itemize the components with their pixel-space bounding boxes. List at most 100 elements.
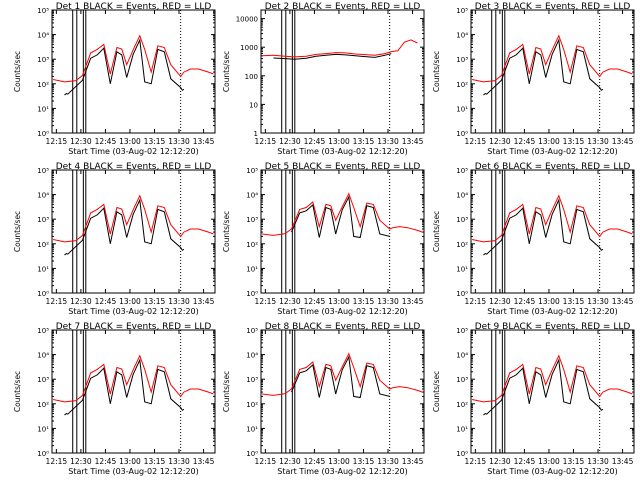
x-tick-label: 12:15 [46, 297, 68, 306]
series-line-events [64, 38, 185, 96]
y-axis-label: Counts/sec [222, 371, 231, 412]
y-tick-label: 10⁴ [37, 32, 49, 40]
x-tick-label: 12:15 [255, 137, 277, 146]
series-line-lld [471, 354, 633, 403]
x-axis-label: Start Time (03-Aug-02 12:12:20) [68, 467, 199, 476]
x-tick-label: 12:30 [70, 137, 92, 146]
y-axis-label: Counts/sec [13, 51, 22, 92]
panel-title: Det 1 BLACK = Events, RED = LLD [56, 2, 212, 12]
x-tick-label: 12:15 [46, 457, 68, 466]
y-tick-label: 10⁰ [37, 290, 49, 298]
x-tick-label: 13:15 [144, 137, 166, 146]
y-tick-label: 10⁵ [246, 167, 258, 175]
x-tick-label: 13:15 [563, 297, 585, 306]
y-tick-label: 10⁰ [246, 290, 258, 298]
series-line-lld [471, 194, 633, 243]
x-tick-label: 12:30 [279, 297, 301, 306]
y-tick-label: 10¹ [456, 265, 468, 273]
y-tick-label: 10² [456, 241, 468, 249]
series-line-events [64, 198, 185, 256]
series-line-events [483, 358, 604, 416]
interval-marker [72, 9, 78, 134]
y-tick-label: 10¹ [246, 425, 258, 433]
x-tick-label: 13:30 [168, 137, 190, 146]
interval-marker [72, 169, 78, 294]
y-tick-label: 10³ [246, 376, 258, 384]
interval-marker [281, 9, 287, 134]
x-tick-label: 13:30 [168, 297, 190, 306]
x-axis-label: Start Time (03-Aug-02 12:12:20) [68, 147, 199, 156]
panel-title: Det 7 BLACK = Events, RED = LLD [56, 322, 212, 332]
panel-det5: Det 5 BLACK = Events, RED = LLD 10⁰ 10¹ 10²… [222, 162, 425, 316]
y-tick-label: 10⁴ [246, 192, 258, 200]
y-tick-label: 10¹ [246, 265, 258, 273]
x-tick-label: 13:45 [612, 457, 634, 466]
y-axis-label: Counts/sec [432, 51, 441, 92]
panel-title: Det 8 BLACK = Events, RED = LLD [265, 322, 421, 332]
interval-marker [281, 169, 287, 294]
plot-frame [260, 9, 425, 134]
x-tick-label: 13:45 [612, 297, 634, 306]
y-tick-label: 10³ [456, 376, 468, 384]
x-tick-label: 12:30 [70, 297, 92, 306]
x-tick-label: 13:15 [353, 137, 375, 146]
interval-marker [291, 169, 296, 294]
panel-title: Det 5 BLACK = Events, RED = LLD [265, 162, 421, 172]
x-tick-label: 13:45 [193, 457, 215, 466]
x-tick-label: 12:30 [279, 137, 301, 146]
y-tick-label: 10⁴ [456, 32, 468, 40]
x-tick-label: 13:00 [328, 137, 350, 146]
y-tick-label: 10⁰ [37, 450, 49, 458]
interval-marker [72, 329, 78, 454]
plot-frame [260, 329, 425, 454]
panel-det6: Det 6 BLACK = Events, RED = LLD 10⁰ 10¹ 10²… [432, 162, 635, 316]
x-tick-label: 13:15 [563, 457, 585, 466]
series-line-lld [262, 352, 423, 396]
x-tick-label: 12:45 [514, 297, 536, 306]
panel-title: Det 4 BLACK = Events, RED = LLD [56, 162, 212, 172]
x-tick-label: 13:00 [538, 457, 560, 466]
y-axis-label: Counts/sec [13, 211, 22, 252]
y-tick-label: 10⁵ [37, 327, 49, 335]
x-tick-label: 13:45 [612, 137, 634, 146]
x-axis-label: Start Time (03-Aug-02 12:12:20) [487, 147, 618, 156]
panel-det8: Det 8 BLACK = Events, RED = LLD 10⁰ 10¹ 10²… [222, 322, 425, 476]
x-tick-label: 13:00 [538, 297, 560, 306]
y-tick-label: 10⁵ [456, 327, 468, 335]
x-tick-label: 12:15 [465, 457, 487, 466]
x-tick-label: 13:00 [119, 297, 141, 306]
x-tick-label: 12:45 [304, 457, 326, 466]
x-tick-label: 12:30 [489, 137, 511, 146]
x-tick-label: 13:30 [587, 457, 609, 466]
x-axis-label: Start Time (03-Aug-02 12:12:20) [277, 467, 408, 476]
y-axis-label: Counts/sec [432, 211, 441, 252]
x-tick-label: 12:45 [514, 457, 536, 466]
x-axis-label: Start Time (03-Aug-02 12:12:20) [277, 307, 408, 316]
y-axis-label: Counts/sec [222, 51, 231, 92]
panel-title: Det 2 BLACK = Events, RED = LLD [265, 2, 421, 12]
series-line-events [64, 358, 185, 416]
y-tick-label: 10³ [37, 56, 49, 64]
y-tick-label: 1 [254, 130, 258, 138]
y-tick-label: 10⁴ [456, 352, 468, 360]
y-tick-label: 10⁵ [456, 167, 468, 175]
x-tick-label: 12:15 [46, 137, 68, 146]
y-tick-label: 10⁰ [456, 450, 468, 458]
x-tick-label: 12:30 [70, 457, 92, 466]
x-tick-label: 12:15 [255, 297, 277, 306]
y-tick-label: 10² [246, 401, 258, 409]
x-tick-label: 13:00 [328, 297, 350, 306]
y-tick-label: 10² [37, 241, 49, 249]
interval-marker [281, 329, 287, 454]
y-tick-label: 10¹ [456, 105, 468, 113]
series-line-lld [52, 354, 214, 403]
series-line-events [273, 53, 392, 60]
interval-marker [491, 169, 497, 294]
plot-frame [260, 169, 425, 294]
series-line-events [483, 198, 604, 256]
y-tick-label: 10⁴ [37, 192, 49, 200]
x-tick-label: 13:15 [353, 297, 375, 306]
x-tick-label: 13:15 [144, 457, 166, 466]
y-tick-label: 10² [456, 81, 468, 89]
x-tick-label: 13:00 [328, 457, 350, 466]
